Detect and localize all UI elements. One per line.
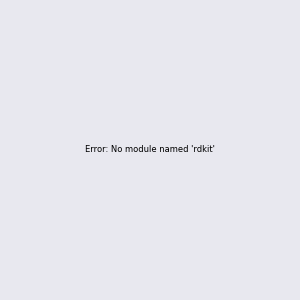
Text: Error: No module named 'rdkit': Error: No module named 'rdkit': [85, 146, 215, 154]
